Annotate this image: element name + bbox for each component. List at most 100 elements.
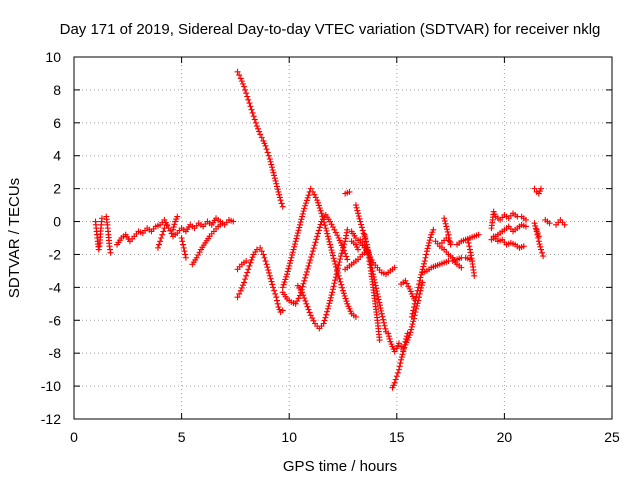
data-point — [322, 225, 329, 232]
data-point — [286, 260, 293, 267]
data-point — [337, 278, 344, 285]
data-point — [193, 254, 200, 261]
data-point — [408, 326, 415, 333]
data-point — [262, 142, 269, 149]
data-point — [242, 86, 249, 93]
data-point — [328, 247, 335, 254]
data-point — [246, 100, 253, 107]
data-point — [324, 308, 331, 315]
data-point — [395, 366, 402, 373]
data-point — [237, 287, 244, 294]
data-point — [244, 93, 251, 100]
data-point — [311, 242, 318, 249]
data-point — [368, 256, 375, 263]
data-point — [306, 260, 313, 267]
data-point — [332, 277, 339, 284]
data-point — [411, 300, 418, 307]
data-point — [335, 262, 342, 269]
data-point — [298, 216, 305, 223]
data-point — [308, 254, 315, 261]
data-point — [344, 226, 351, 233]
data-point — [257, 131, 264, 138]
data-point — [412, 297, 419, 304]
data-point — [268, 161, 275, 168]
data-point — [340, 244, 347, 251]
data-point — [309, 248, 316, 255]
data-point — [338, 281, 345, 288]
data-point — [378, 310, 385, 317]
data-point — [421, 258, 428, 265]
data-point — [403, 280, 410, 287]
data-point — [343, 298, 350, 305]
data-point — [244, 269, 251, 276]
data-point — [332, 229, 339, 236]
data-point — [305, 306, 312, 313]
data-point — [315, 202, 322, 209]
data-point — [375, 293, 382, 300]
data-point — [426, 239, 433, 246]
data-point — [339, 247, 346, 254]
data-point — [332, 274, 339, 281]
data-point — [340, 287, 346, 294]
data-point — [230, 218, 237, 225]
data-point — [278, 200, 285, 207]
data-point — [285, 265, 292, 272]
data-point — [355, 213, 362, 220]
data-point — [330, 283, 337, 290]
x-tick-label: 20 — [497, 429, 513, 445]
data-point — [337, 256, 344, 263]
data-point — [471, 272, 478, 279]
data-point — [248, 256, 255, 263]
data-point — [156, 241, 163, 248]
data-point — [385, 333, 392, 340]
data-point — [163, 221, 170, 228]
data-point — [327, 294, 334, 301]
data-point — [178, 235, 185, 241]
data-point — [276, 194, 283, 201]
data-point — [535, 233, 542, 240]
data-point — [302, 271, 309, 278]
data-point — [540, 253, 547, 260]
data-point — [307, 185, 314, 192]
data-point — [416, 277, 423, 284]
data-point — [329, 289, 336, 296]
data-point — [393, 373, 400, 380]
data-point — [408, 323, 415, 330]
data-point — [180, 244, 187, 251]
data-point — [241, 83, 248, 90]
data-point — [537, 243, 544, 250]
data-point — [531, 185, 538, 192]
data-point — [266, 156, 273, 163]
data-point — [403, 335, 410, 342]
data-point — [258, 248, 265, 255]
data-point — [274, 186, 281, 193]
data-point — [340, 290, 347, 297]
data-point — [237, 75, 244, 82]
data-point — [324, 233, 331, 240]
data-point — [303, 197, 310, 204]
data-point — [352, 313, 359, 320]
data-point — [301, 277, 308, 284]
data-point — [316, 224, 323, 231]
data-point — [306, 309, 313, 316]
data-point — [249, 254, 256, 261]
data-point — [441, 217, 448, 224]
data-point — [302, 297, 309, 304]
data-point — [302, 274, 309, 281]
data-point — [385, 330, 392, 337]
data-point — [318, 210, 325, 217]
data-point — [561, 221, 568, 228]
data-point — [264, 149, 271, 156]
data-point — [274, 297, 281, 304]
data-point — [321, 317, 328, 324]
chart-title: Day 171 of 2019, Sidereal Day-to-day VTE… — [60, 21, 601, 38]
data-point — [399, 351, 406, 358]
data-point — [402, 277, 409, 284]
data-point — [343, 253, 350, 260]
data-point — [161, 225, 168, 232]
data-point — [271, 175, 278, 182]
data-point — [303, 300, 310, 307]
data-point — [169, 226, 176, 233]
data-point — [413, 290, 420, 297]
data-point — [287, 257, 294, 264]
